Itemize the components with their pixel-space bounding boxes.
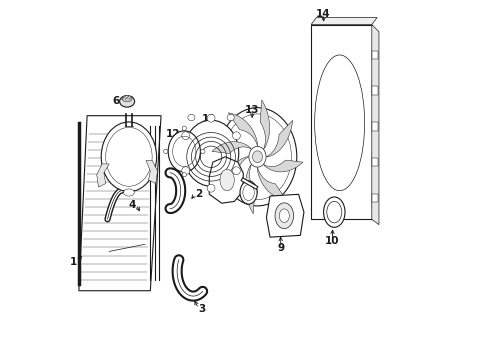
Ellipse shape [218,108,297,206]
Text: 7: 7 [227,179,235,189]
Text: 13: 13 [245,105,259,115]
Ellipse shape [207,114,215,122]
Text: 4: 4 [129,200,136,210]
Bar [372,51,378,59]
Ellipse shape [123,189,134,196]
Text: 1: 1 [70,257,77,267]
Ellipse shape [168,131,200,172]
Ellipse shape [232,167,241,175]
Polygon shape [97,164,109,187]
Polygon shape [79,116,161,291]
Polygon shape [209,157,243,203]
Ellipse shape [120,96,135,107]
Polygon shape [228,113,258,146]
Polygon shape [146,160,157,184]
Text: 10: 10 [325,236,340,246]
Ellipse shape [188,114,195,121]
Text: 8: 8 [250,186,258,196]
Text: 14: 14 [316,9,331,19]
Polygon shape [258,167,287,201]
Ellipse shape [182,126,186,130]
Ellipse shape [220,169,234,191]
Ellipse shape [252,151,263,163]
Text: 6: 6 [113,96,120,107]
Text: 12: 12 [166,129,181,139]
Polygon shape [212,142,251,153]
Ellipse shape [164,149,168,154]
Ellipse shape [182,167,190,175]
Bar [372,86,378,95]
Polygon shape [311,24,372,219]
Text: 2: 2 [195,189,202,199]
Polygon shape [267,194,304,237]
Text: 9: 9 [277,243,284,253]
Ellipse shape [122,95,132,102]
Polygon shape [264,160,303,172]
Text: 11: 11 [202,114,217,124]
Ellipse shape [182,172,186,177]
Ellipse shape [232,132,241,140]
Ellipse shape [249,147,266,167]
Ellipse shape [227,114,234,121]
Ellipse shape [279,209,289,222]
Ellipse shape [275,203,294,229]
Polygon shape [266,120,293,157]
Ellipse shape [323,197,345,227]
Polygon shape [372,24,379,225]
Polygon shape [260,100,270,149]
Bar [372,158,378,166]
Text: 3: 3 [198,303,206,314]
Polygon shape [311,18,377,24]
Polygon shape [222,157,249,193]
Ellipse shape [183,120,239,186]
Bar [372,122,378,131]
Polygon shape [245,164,255,214]
Ellipse shape [182,132,190,140]
Text: 5: 5 [115,156,122,165]
Bar [372,194,378,202]
Ellipse shape [201,149,205,154]
Ellipse shape [207,184,215,192]
Ellipse shape [240,181,257,204]
Ellipse shape [101,122,157,192]
